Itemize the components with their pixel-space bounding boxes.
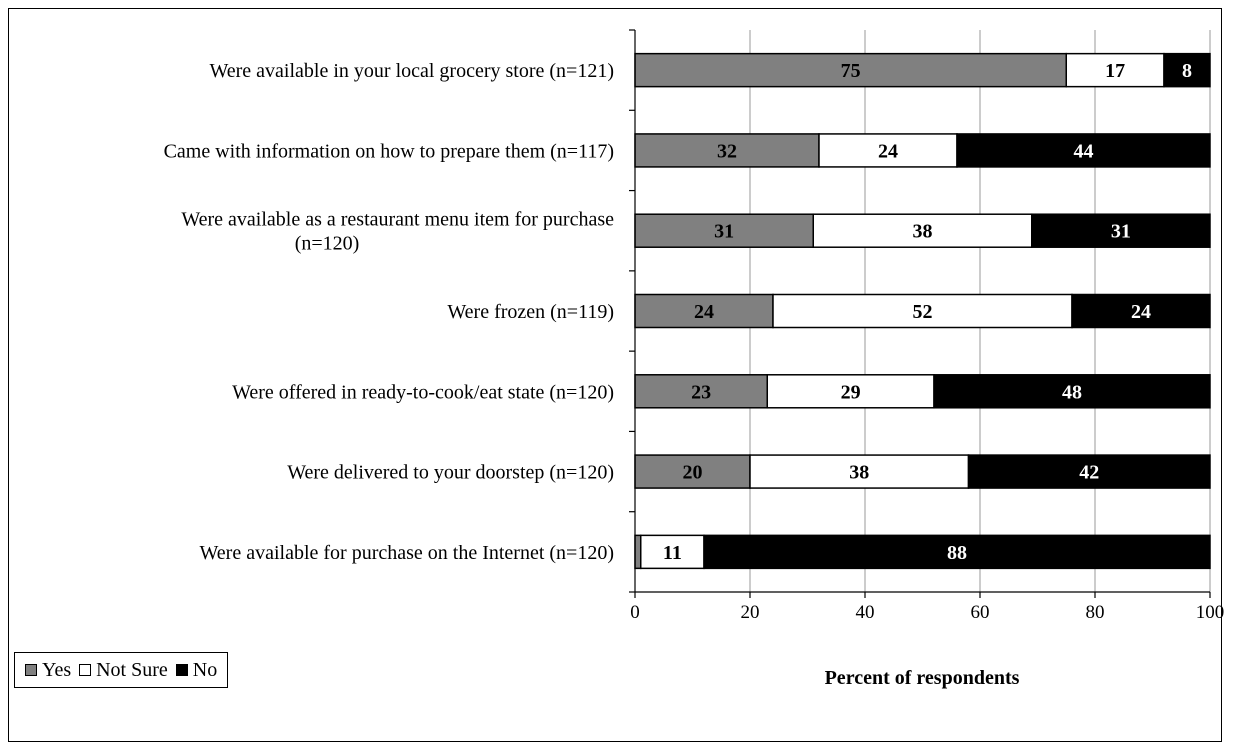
legend-swatch-not-sure [79, 664, 92, 676]
category-label-line: Were frozen (n=119) [447, 301, 614, 323]
category-label-line: Were offered in ready-to-cook/eat state … [232, 381, 614, 403]
category-label-line: Were available in your local grocery sto… [209, 60, 614, 82]
data-label-yes-3: 24 [694, 301, 714, 323]
bar-no-3 [1071, 293, 1211, 329]
category-label-line: (n=120) [295, 233, 360, 255]
x-tick-label-4: 80 [1086, 602, 1105, 623]
x-tick-label-1: 20 [741, 602, 760, 623]
legend-swatch-yes [25, 664, 37, 676]
legend-label-not-sure: Not Sure [96, 658, 168, 681]
category-label-0: Were available in your local grocery sto… [209, 60, 614, 82]
x-tick-label-3: 60 [971, 602, 990, 623]
category-label-2: Were available as a restaurant menu item… [181, 209, 614, 255]
legend-item-no: No [175, 658, 218, 682]
category-label-6: Were available for purchase on the Inter… [200, 542, 614, 564]
bar-no-5 [967, 454, 1211, 489]
legend-label-yes: Yes [42, 658, 72, 681]
category-label-line: Were available for purchase on the Inter… [200, 542, 614, 564]
data-label-yes-0: 75 [841, 60, 861, 82]
category-label-5: Were delivered to your doorstep (n=120) [287, 462, 614, 484]
data-label-yes-1: 32 [717, 140, 737, 162]
category-label-line: Were delivered to your doorstep (n=120) [287, 462, 614, 484]
data-label-no-0: 8 [1182, 60, 1192, 82]
data-label-yes-4: 23 [691, 381, 711, 403]
legend-label-no: No [192, 658, 218, 681]
category-label-1: Came with information on how to prepare … [164, 140, 614, 162]
data-label-not-sure-2: 38 [913, 221, 933, 243]
data-label-no-5: 42 [1079, 462, 1099, 484]
data-label-no-1: 44 [1074, 140, 1094, 162]
legend: Yes Not Sure No [14, 652, 229, 688]
bar-yes-1 [634, 133, 820, 168]
category-label-4: Were offered in ready-to-cook/eat state … [232, 381, 614, 403]
data-label-no-2: 31 [1111, 221, 1131, 243]
category-label-line: Came with information on how to prepare … [164, 140, 614, 162]
legend-item-not-sure: Not Sure [79, 659, 168, 682]
bar-no-0 [1163, 52, 1211, 88]
bar-no-4 [933, 374, 1211, 409]
category-label-3: Were frozen (n=119) [447, 301, 614, 323]
bar-not-sure-4 [766, 374, 935, 409]
data-label-no-3: 24 [1131, 301, 1151, 323]
x-tick-label-5: 100 [1196, 602, 1225, 623]
bar-not-sure-6 [640, 534, 705, 570]
bar-no-6 [703, 534, 1211, 570]
bars: 75 17 8 32 24 44 31 38 31 24 52 24 23 29 48 20 38 42 11 88 [634, 52, 1211, 570]
x-tick-label-0: 0 [630, 602, 640, 623]
data-label-no-4: 48 [1062, 381, 1082, 403]
category-label-line: Were available as a restaurant menu item… [181, 209, 614, 231]
bar-no-1 [956, 133, 1211, 168]
bar-no-2 [1031, 213, 1211, 248]
x-tick-label-2: 40 [856, 602, 875, 623]
axes [629, 29, 1211, 598]
data-label-yes-5: 20 [683, 462, 703, 484]
bar-not-sure-0 [1065, 52, 1165, 88]
data-label-not-sure-4: 29 [841, 381, 861, 403]
data-label-no-6: 88 [947, 542, 967, 564]
x-axis-title: Percent of respondents [825, 667, 1020, 689]
data-label-not-sure-0: 17 [1105, 60, 1125, 82]
legend-swatch-no [175, 664, 188, 676]
bar-yes-6 [634, 534, 642, 570]
legend-item-yes: Yes [25, 659, 71, 682]
data-label-not-sure-1: 24 [878, 140, 898, 162]
x-tick-labels: 0 20 40 60 80 100 [630, 602, 1224, 623]
bar-not-sure-5 [749, 454, 970, 489]
bar-not-sure-2 [812, 213, 1033, 248]
bar-yes-3 [634, 293, 774, 329]
data-label-not-sure-5: 38 [849, 462, 869, 484]
data-label-not-sure-3: 52 [913, 301, 933, 323]
category-labels: Were available in your local grocery sto… [164, 60, 615, 564]
data-label-yes-2: 31 [714, 221, 734, 243]
data-label-not-sure-6: 11 [663, 542, 682, 564]
